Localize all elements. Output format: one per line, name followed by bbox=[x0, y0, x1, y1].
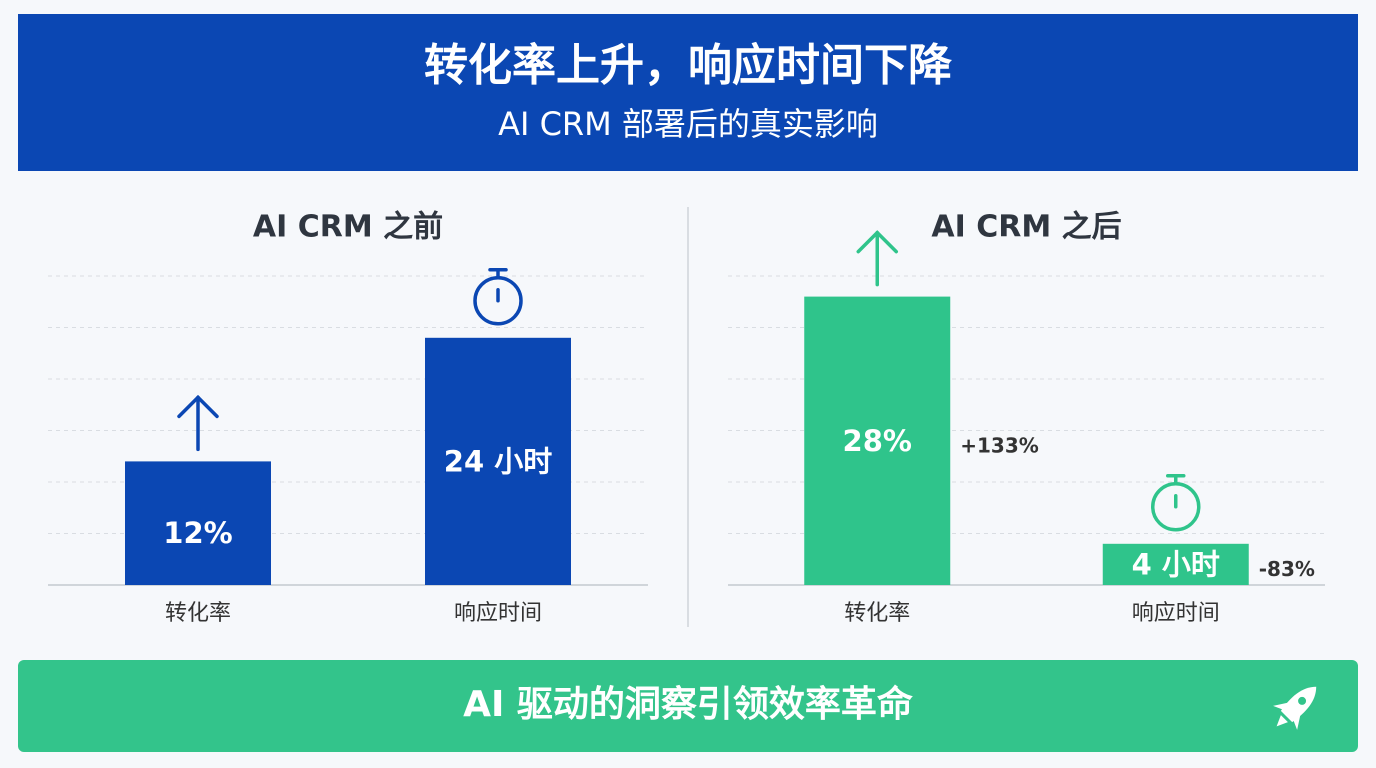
chart-title: AI CRM 之后 bbox=[931, 210, 1121, 245]
bar-value-label: 12% bbox=[163, 516, 232, 550]
header-banner bbox=[18, 14, 1358, 171]
x-tick-label: 响应时间 bbox=[454, 601, 542, 626]
bar-value-label: 4 小时 bbox=[1132, 547, 1220, 581]
up-arrow-icon bbox=[177, 394, 219, 452]
footer-text: AI 驱动的洞察引领效率革命 bbox=[463, 683, 913, 725]
header-title: 转化率上升，响应时间下降 bbox=[424, 40, 952, 91]
stopwatch-icon bbox=[1151, 474, 1201, 532]
bar bbox=[425, 337, 571, 585]
arrow-head bbox=[856, 230, 898, 254]
rocket-icon bbox=[1273, 686, 1317, 730]
bar bbox=[125, 461, 271, 585]
bar-value-label: 28% bbox=[843, 424, 912, 458]
change-label: +133% bbox=[960, 433, 1039, 457]
up-arrow-icon bbox=[856, 230, 898, 287]
header-subtitle: AI CRM 部署后的真实影响 bbox=[498, 105, 878, 143]
bar bbox=[804, 296, 951, 585]
arrow-head bbox=[177, 394, 219, 419]
stopwatch-icon bbox=[473, 268, 523, 326]
x-tick-label: 转化率 bbox=[165, 601, 231, 626]
x-tick-label: 转化率 bbox=[844, 601, 910, 626]
change-label: -83% bbox=[1259, 557, 1315, 581]
bar-value-label: 24 小时 bbox=[444, 444, 552, 478]
footer-banner bbox=[18, 660, 1358, 752]
bar bbox=[1102, 543, 1249, 585]
chart-title: AI CRM 之前 bbox=[253, 210, 443, 245]
x-tick-label: 响应时间 bbox=[1132, 601, 1220, 626]
